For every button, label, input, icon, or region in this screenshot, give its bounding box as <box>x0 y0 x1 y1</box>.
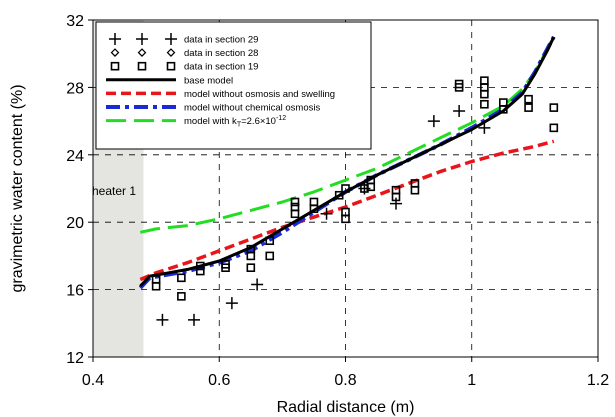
data-point-square <box>334 190 344 200</box>
legend-marker-plus <box>165 33 177 45</box>
data-point-square <box>177 292 186 301</box>
data-point-square <box>366 175 376 185</box>
series-line-longdash <box>139 36 556 234</box>
data-point-square <box>246 244 256 254</box>
data-point-square <box>549 123 559 133</box>
data-point-square <box>265 236 275 246</box>
data-point-square <box>499 98 508 107</box>
x-tick-label: 1.2 <box>587 372 609 389</box>
data-point-square <box>410 179 420 188</box>
x-tick-label: 0.6 <box>208 372 230 389</box>
data-point-square <box>524 103 533 112</box>
data-point-plus <box>320 207 333 220</box>
x-axis-label: Radial distance (m) <box>277 399 415 416</box>
y-tick-label: 28 <box>66 80 84 97</box>
series-line-dashed <box>139 139 555 282</box>
data-point-plus <box>427 115 440 128</box>
data-point-square <box>196 266 205 276</box>
data-point-square <box>480 76 489 85</box>
y-axis-label: gravimetric water content (%) <box>9 84 26 292</box>
x-tick-label: 0.8 <box>334 372 356 389</box>
data-point-square <box>341 207 350 217</box>
y-tick-label: 20 <box>66 215 84 232</box>
legend-marker-diamond <box>166 48 176 57</box>
data-point-square <box>480 99 489 109</box>
data-point-square <box>196 261 205 271</box>
axis-ticks: 0.4 0.6 0.8 1 1.2 12 16 20 24 28 32 <box>66 13 609 389</box>
legend: data in section 29 data in section 28 data… <box>95 21 372 150</box>
data-point-plus <box>188 313 200 326</box>
legend-marker-square <box>137 61 147 71</box>
data-point-square <box>549 103 559 112</box>
y-tick-label: 24 <box>66 148 84 165</box>
data-point-square <box>290 197 300 207</box>
data-point-square <box>524 94 533 104</box>
data-point-square <box>454 79 464 89</box>
data-point-plus <box>156 313 169 326</box>
legend-marker-plus <box>109 33 121 45</box>
legend-label: model with kT=2.6×10-12 <box>184 115 286 129</box>
legend-marker-diamond <box>137 48 147 57</box>
y-tick-label: 16 <box>66 283 84 300</box>
x-tick-label: 1 <box>467 372 476 389</box>
data-point-square <box>391 185 401 195</box>
data-point-plus <box>225 297 238 310</box>
legend-marker-square <box>110 61 120 71</box>
legend-marker-diamond <box>110 48 120 57</box>
data-point-square <box>151 275 161 284</box>
data-point-square <box>480 89 489 99</box>
series-line-dashdot <box>138 35 556 290</box>
legend-label: data in section 19 <box>184 62 258 73</box>
legend-label: base model <box>184 75 233 86</box>
legend-marker-square <box>166 61 176 71</box>
x-tick-label: 0.4 <box>82 372 104 389</box>
legend-label: data in section 28 <box>184 48 258 59</box>
legend-label: model without chemical osmosis <box>184 103 320 114</box>
data-point-square <box>341 184 350 193</box>
y-tick-label: 32 <box>66 13 84 30</box>
data-point-plus <box>251 278 264 291</box>
legend-label: model without osmosis and swelling <box>184 89 335 100</box>
data-point-square <box>221 263 230 272</box>
heater-label: heater 1 <box>92 184 136 198</box>
data-point-plus <box>478 121 491 134</box>
legend-marker-plus <box>136 33 148 45</box>
data-point-square <box>309 197 319 207</box>
y-tick-label: 12 <box>66 350 84 367</box>
data-point-square <box>290 202 300 212</box>
data-markers <box>151 76 559 326</box>
data-point-square <box>177 273 186 283</box>
series-lines <box>138 35 556 290</box>
series-line-solid <box>139 36 556 288</box>
data-point-square <box>246 263 256 272</box>
data-point-square <box>265 251 275 261</box>
legend-label: data in section 29 <box>184 35 258 46</box>
data-point-plus <box>453 104 466 117</box>
